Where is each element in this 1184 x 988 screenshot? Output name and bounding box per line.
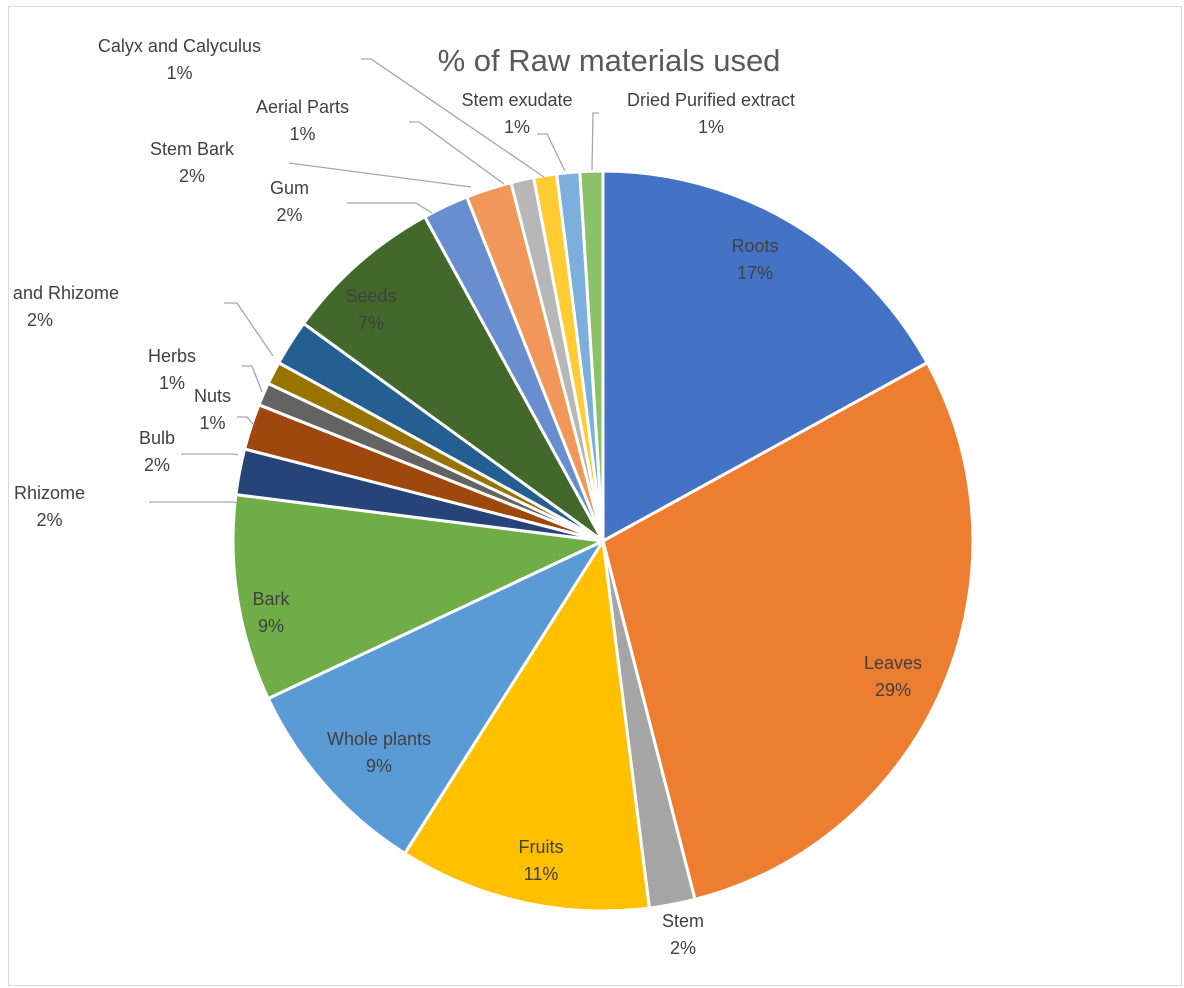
data-label-category: Calyx and Calyculus	[98, 36, 261, 56]
pie-chart: Roots 17% Leaves 29% Stem 2% Fruits 11% Whole pl…	[9, 36, 975, 958]
data-label-percent: 1%	[159, 373, 185, 393]
data-label-percent: 2%	[36, 510, 62, 530]
data-label-category: Gum	[270, 178, 309, 198]
data-label-category: Seeds	[345, 286, 396, 306]
data-label-bark: Bark 9%	[252, 589, 290, 636]
pie-slice-leaves	[601, 361, 975, 901]
data-label-percent: 9%	[258, 616, 284, 636]
data-label-category: Fruits	[519, 837, 564, 857]
data-label-category: Whole plants	[327, 729, 431, 749]
data-label-percent: 1%	[698, 117, 724, 137]
data-label-fruits: Fruits 11%	[519, 837, 564, 884]
leader-line-bulb	[181, 453, 239, 456]
leader-line-aerial-parts	[409, 121, 505, 185]
data-label-category: Nuts	[194, 386, 231, 406]
leader-line-roots-and-rhizome	[224, 302, 274, 357]
leader-line-rhizome	[149, 501, 238, 504]
data-label-category: Roots	[731, 236, 778, 256]
pie-slice-fruits	[403, 539, 651, 913]
data-label-percent: 1%	[199, 413, 225, 433]
data-label-percent: 2%	[276, 205, 302, 225]
data-label-nuts: Nuts 1%	[194, 386, 231, 433]
data-label-category: Dried Purified extract	[627, 90, 795, 110]
data-label-category: Stem	[662, 911, 704, 931]
data-label-bulb: Bulb 2%	[139, 428, 175, 475]
leader-line-gum	[347, 202, 433, 214]
data-label-percent: 7%	[358, 313, 384, 333]
data-label-percent: 29%	[875, 680, 911, 700]
leader-line-herbs	[242, 365, 263, 393]
data-label-percent: 1%	[166, 63, 192, 83]
pie-slice-whole-plants	[266, 539, 605, 855]
data-label-percent: 1%	[289, 124, 315, 144]
data-label-rhizome: Rhizome 2%	[14, 483, 85, 530]
data-label-category: Stem Bark	[150, 139, 235, 159]
data-label-category: Roots and Rhizome	[9, 283, 119, 303]
data-label-calyx-and-calyculus: Calyx and Calyculus 1%	[98, 36, 261, 83]
data-label-percent: 2%	[670, 938, 696, 958]
data-label-percent: 9%	[366, 756, 392, 776]
data-label-stem-bark: Stem Bark 2%	[150, 139, 235, 186]
pie-slice-seeds	[302, 215, 605, 543]
data-label-category: Leaves	[864, 653, 922, 673]
data-label-percent: 2%	[179, 166, 205, 186]
data-label-percent: 2%	[144, 455, 170, 475]
leader-line-stem-bark	[288, 162, 472, 188]
leader-line-stem-exudate	[537, 133, 566, 172]
pie-slice-bark	[231, 493, 605, 701]
data-label-category: Rhizome	[14, 483, 85, 503]
data-label-percent: 2%	[27, 310, 53, 330]
data-label-leaves: Leaves 29%	[864, 653, 922, 700]
data-label-dried-purified-extract: Dried Purified extract 1%	[627, 90, 795, 137]
chart-title: % of Raw materials used	[437, 43, 781, 78]
pie-slice-roots	[601, 169, 929, 543]
leader-line-calyx-and-calyculus	[361, 58, 545, 178]
data-label-category: Bark	[252, 589, 290, 609]
chart-area: % of Raw materials used Roots 17% Leaves 29…	[8, 6, 1182, 986]
data-label-seeds: Seeds 7%	[345, 286, 396, 333]
pie-slice-dried-purified-extract	[578, 169, 605, 543]
data-label-gum: Gum 2%	[270, 178, 309, 225]
data-label-category: Bulb	[139, 428, 175, 448]
data-label-percent: 11%	[524, 864, 559, 884]
leader-line-dried-purified-extract	[591, 112, 599, 171]
data-label-herbs: Herbs 1%	[148, 346, 196, 393]
data-label-percent: 1%	[504, 117, 530, 137]
data-label-stem: Stem 2%	[662, 911, 704, 958]
data-label-roots-and-rhizome: Roots and Rhizome 2%	[9, 283, 119, 330]
data-label-roots: Roots 17%	[731, 236, 778, 283]
data-label-percent: 17%	[737, 263, 773, 283]
leader-line-nuts	[237, 416, 254, 425]
data-label-stem-exudate: Stem exudate 1%	[461, 90, 572, 137]
data-label-category: Aerial Parts	[256, 97, 349, 117]
data-label-aerial-parts: Aerial Parts 1%	[256, 97, 349, 144]
data-label-category: Herbs	[148, 346, 196, 366]
data-label-category: Stem exudate	[461, 90, 572, 110]
data-label-whole-plants: Whole plants 9%	[327, 729, 431, 776]
